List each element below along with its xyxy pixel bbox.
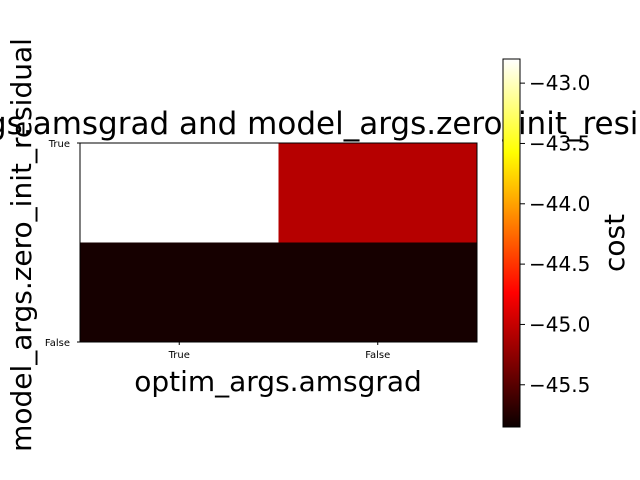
heatmap-cell-true-false	[80, 242, 279, 343]
heatmap-cell-false-true	[278, 143, 478, 243]
x-tick-label: False	[365, 350, 390, 361]
x-axis-label: optim_args.amsgrad	[134, 365, 422, 398]
colorbar-tick-label: −44.0	[529, 192, 590, 216]
y-tick-label: True	[48, 139, 70, 150]
plot-frame	[79, 142, 478, 343]
colorbar-tick-label: −44.5	[529, 252, 590, 276]
colorbar-tick-label: −43.0	[529, 71, 590, 95]
heatmap-cell-false-false	[278, 242, 478, 343]
y-ticks: True False	[45, 139, 80, 349]
heatmap-cells	[80, 143, 478, 343]
colorbar-frame	[502, 58, 521, 428]
chart-title: optim_args.amsgrad and model_args.zero_i…	[0, 106, 640, 142]
heatmap-cell-true-true	[80, 143, 279, 243]
colorbar-tick-label: −45.5	[529, 373, 590, 397]
colorbar-ticks: −43.0 −43.5 −44.0 −44.5 −45.0 −45.5	[520, 71, 590, 397]
x-tick-label: True	[168, 350, 190, 361]
y-axis-label: model_args.zero_init_residual	[5, 38, 38, 452]
colorbar-label: cost	[598, 214, 631, 272]
y-tick-label: False	[45, 338, 70, 349]
colorbar	[503, 59, 520, 427]
colorbar-tick-label: −43.5	[529, 131, 590, 155]
x-ticks: True False	[168, 342, 390, 361]
colorbar-tick-label: −45.0	[529, 312, 590, 336]
